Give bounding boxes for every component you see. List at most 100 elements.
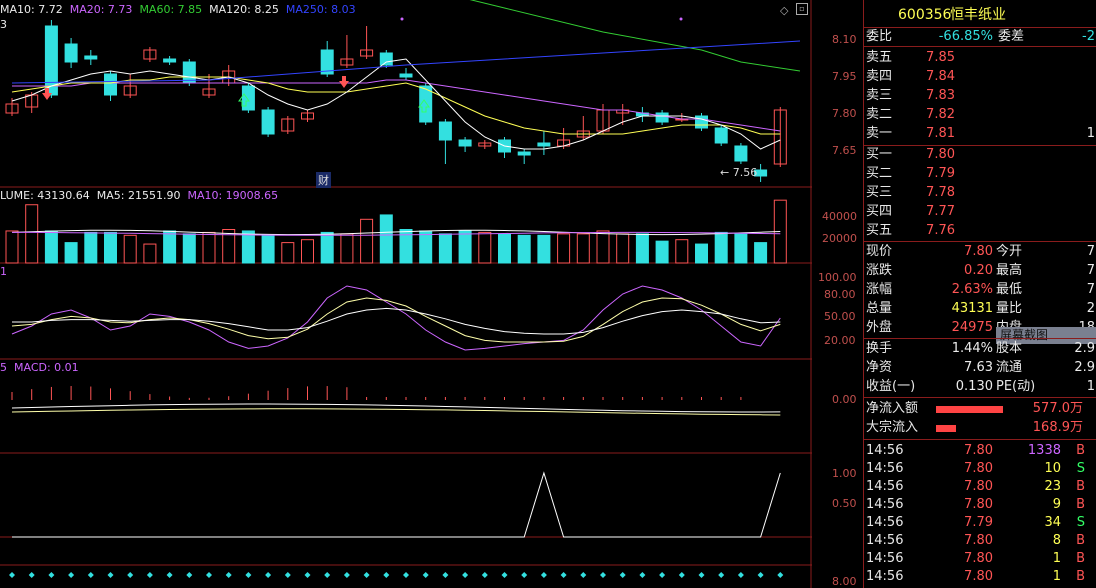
tick-time: 14:56 — [866, 551, 904, 566]
tick-row[interactable]: 14:56 7.80 1 B — [864, 568, 1096, 586]
signal-diamond — [639, 572, 646, 578]
bid-label: 买二 — [866, 166, 893, 181]
window-restore-icon[interactable]: ▫ — [796, 3, 808, 15]
ma250-legend: MA250: 8.03 — [285, 3, 356, 16]
tick-volume: 1338 — [1027, 443, 1061, 458]
kdj-tick: 50.00 — [824, 310, 856, 323]
tick-time: 14:56 — [866, 533, 904, 548]
tick-row[interactable]: 14:56 7.80 8 B — [864, 532, 1096, 550]
volume-bar — [754, 242, 768, 264]
chart-area[interactable]: MA10: 7.72 MA20: 7.73 MA60: 7.85 MA120: … — [0, 0, 812, 588]
signal-diamond — [462, 572, 469, 578]
ma60-legend: MA60: 7.85 — [139, 3, 203, 16]
ma20-legend: MA20: 7.73 — [69, 3, 133, 16]
volume-bar — [360, 218, 374, 264]
signal-diamond — [540, 572, 547, 578]
ask-label: 卖五 — [866, 50, 893, 65]
signal-diamond — [265, 572, 272, 578]
volume-ma5-line — [11, 229, 781, 236]
candle-body — [478, 142, 492, 147]
ask-volume: 1 — [1086, 126, 1095, 141]
tick-row[interactable]: 14:56 7.80 1 B — [864, 550, 1096, 568]
fund-flow-value: 577.0万 — [1032, 401, 1083, 416]
candle-body — [84, 55, 98, 60]
signal-diamond — [580, 572, 587, 578]
ask-label: 卖一 — [866, 126, 893, 141]
quote-label: 换手 — [866, 341, 893, 356]
quote-label: 最高 — [996, 263, 1023, 278]
ask-row: 卖四 7.84 — [864, 68, 1096, 86]
quote-value: 2.63% — [951, 282, 993, 297]
tick-time: 14:56 — [866, 515, 904, 530]
quote-row: 换手 1.44% 股本 2.9 — [864, 340, 1096, 358]
tick-side: S — [1076, 461, 1085, 476]
tick-row[interactable]: 14:56 7.80 23 B — [864, 478, 1096, 496]
signal-diamond — [127, 572, 134, 578]
ma20-line — [12, 79, 781, 132]
macd-tick: 0.00 — [832, 393, 857, 406]
tick-row[interactable]: 14:56 7.80 1338 B — [864, 442, 1096, 460]
kline-chart-canvas[interactable] — [0, 0, 812, 588]
bid-price: 7.76 — [926, 223, 955, 238]
candle-body — [537, 142, 551, 147]
signal-diamond — [9, 572, 15, 578]
volume-bar — [537, 234, 551, 264]
bid-label: 买五 — [866, 223, 893, 238]
quote-value: 2.9 — [1074, 360, 1095, 375]
candle-body — [320, 49, 334, 75]
volume-bar — [261, 234, 275, 264]
diamond-icon[interactable]: ◇ — [780, 4, 789, 17]
candle-body — [517, 151, 531, 156]
candle-body — [655, 112, 669, 123]
signal-diamond — [166, 572, 173, 578]
signal-diamond — [225, 572, 232, 578]
tick-row[interactable]: 14:56 7.79 34 S — [864, 514, 1096, 532]
main-legend: MA10: 7.72 MA20: 7.73 MA60: 7.85 MA120: … — [0, 3, 356, 16]
tick-row[interactable]: 14:56 7.80 10 S — [864, 460, 1096, 478]
candle-body — [754, 169, 768, 177]
quote-label: 收益(一) — [866, 379, 916, 394]
quote-label: 最低 — [996, 282, 1023, 297]
ask-price: 7.84 — [926, 69, 955, 84]
volume-bar — [438, 233, 452, 264]
tick-price: 7.80 — [964, 551, 993, 566]
ask-label: 卖三 — [866, 88, 893, 103]
signal-diamond — [422, 572, 429, 578]
macd-dea-line — [11, 408, 781, 416]
candle-body — [241, 85, 255, 111]
quote-row: 涨幅 2.63% 最低 7 — [864, 281, 1096, 299]
macd-legend-value: MACD: 0.01 — [14, 361, 79, 374]
tick-side: B — [1076, 569, 1085, 584]
tick-volume: 34 — [1044, 515, 1061, 530]
commission-row: 委比 -66.85% 委差 -2 — [864, 28, 1096, 46]
fund-flow-bar — [936, 406, 1003, 413]
volume-legend: LUME: 43130.64 MA5: 21551.90 MA10: 19008… — [0, 189, 278, 202]
signal-diamond — [343, 572, 350, 578]
signal-diamond — [757, 572, 764, 578]
volume-ma5-legend: MA5: 21551.90 — [96, 189, 181, 202]
fund-flow-label: 净流入额 — [866, 401, 919, 416]
stock-name: 恒丰纸业 — [950, 7, 1006, 23]
candle-body — [104, 73, 117, 96]
candle-body — [360, 49, 374, 57]
candle-body — [5, 103, 19, 114]
ma10-legend: MA10: 7.72 — [0, 3, 63, 16]
down-arrow-icon — [418, 99, 430, 113]
candle-body — [419, 85, 433, 123]
candle-body — [458, 139, 472, 147]
signal-diamond — [304, 572, 311, 578]
volume-bar — [123, 234, 137, 264]
volume-bar — [419, 230, 433, 264]
tick-row[interactable]: 14:56 7.80 9 B — [864, 496, 1096, 514]
volume-tick: 40000 — [822, 210, 857, 223]
signal-diamond — [619, 572, 626, 578]
ask-row: 卖五 7.85 — [864, 49, 1096, 67]
price-axis: 8.10 7.95 7.80 7.65 40000 20000 100.00 8… — [812, 0, 863, 588]
price-tick: 7.95 — [832, 70, 857, 83]
quote-label: 量比 — [996, 301, 1023, 316]
volume-bar — [5, 230, 19, 264]
volume-bar — [557, 233, 571, 264]
finance-report-marker[interactable]: 财 — [316, 172, 331, 188]
quote-label: 股本 — [996, 341, 1023, 356]
quote-value: 7 — [1086, 282, 1095, 297]
